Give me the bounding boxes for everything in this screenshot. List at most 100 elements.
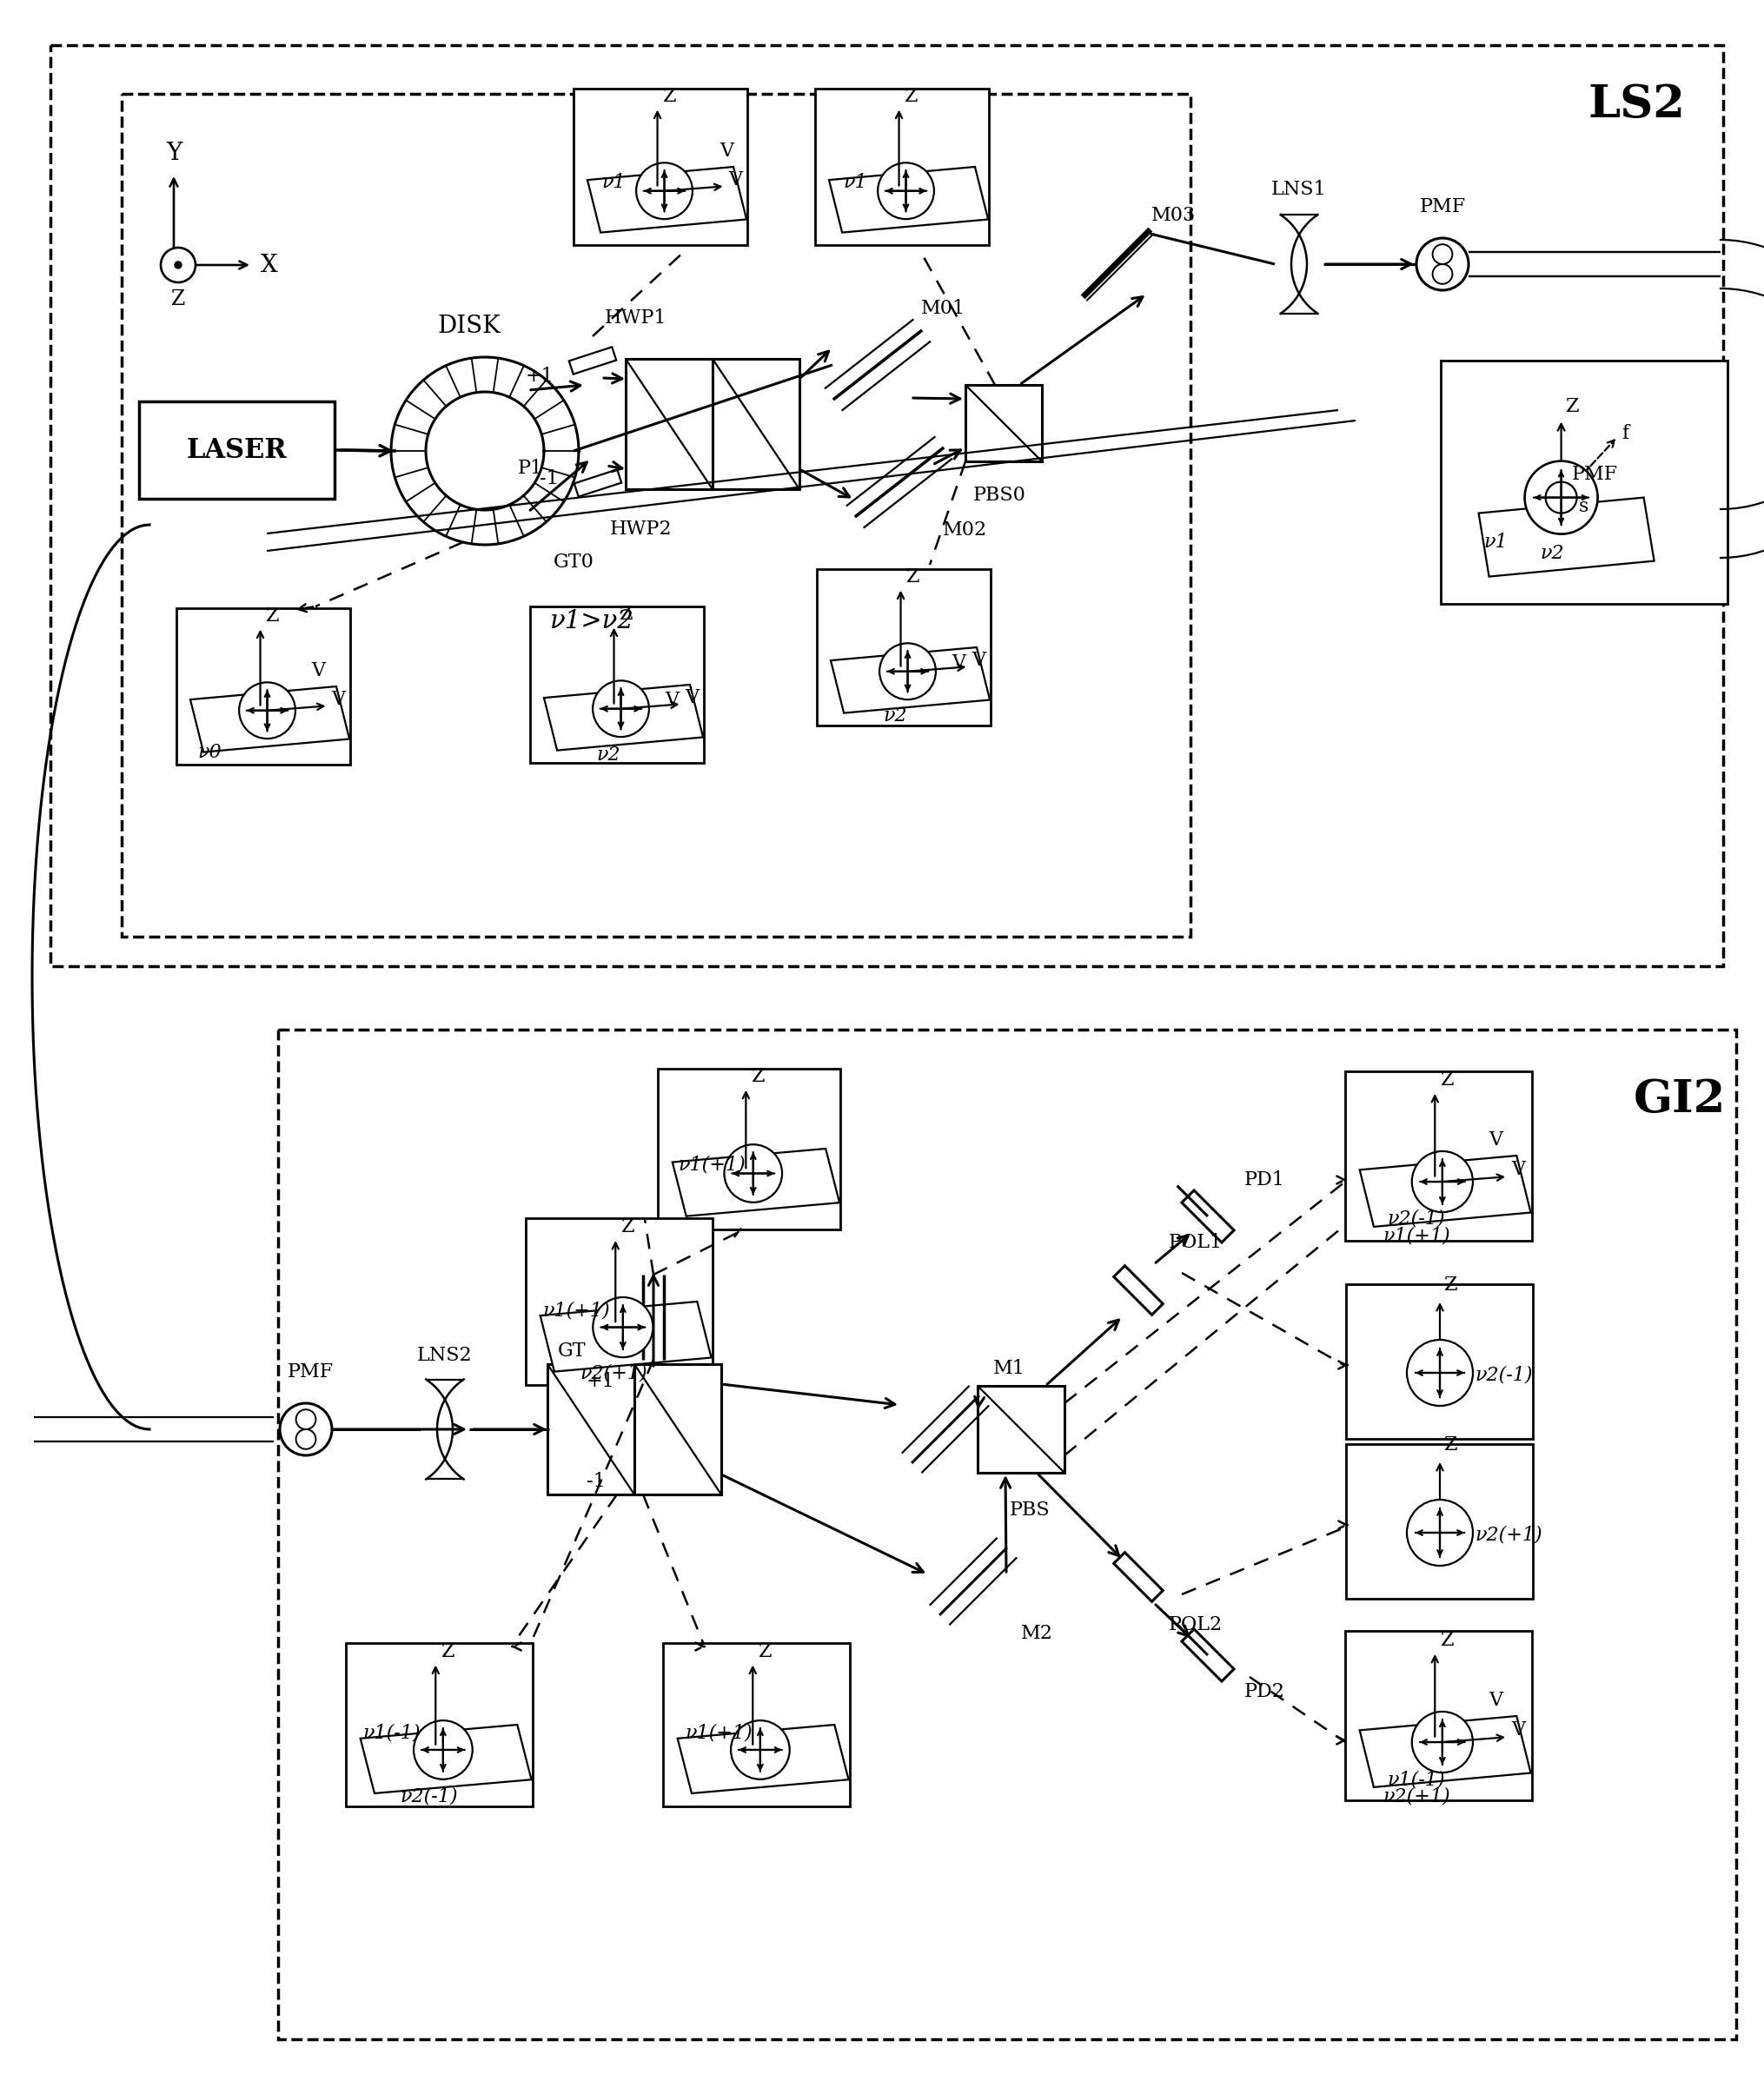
Circle shape (877, 162, 933, 220)
Circle shape (1524, 460, 1596, 533)
Polygon shape (677, 1726, 848, 1794)
Bar (573, 89, 746, 245)
Text: LS2: LS2 (1588, 83, 1685, 127)
Text: ν2(+1): ν2(+1) (1475, 1526, 1542, 1545)
Text: ν2: ν2 (882, 707, 907, 726)
Text: M03: M03 (1150, 205, 1196, 226)
Polygon shape (573, 469, 621, 496)
Text: V: V (310, 662, 325, 680)
Text: ν1>ν2: ν1>ν2 (550, 610, 633, 633)
Text: Z: Z (441, 1643, 455, 1661)
Text: Z: Z (1443, 1276, 1457, 1294)
Circle shape (238, 682, 295, 738)
Text: P1: P1 (517, 458, 543, 477)
Polygon shape (713, 359, 799, 489)
Text: M01: M01 (921, 299, 965, 317)
Text: GT0: GT0 (552, 552, 594, 572)
Polygon shape (568, 346, 616, 373)
Text: V: V (720, 141, 734, 162)
Bar (1344, 1070, 1531, 1240)
Polygon shape (1182, 1190, 1233, 1242)
Polygon shape (965, 386, 1041, 460)
Circle shape (878, 643, 935, 699)
Bar (51, 46, 1722, 966)
Text: Z: Z (1439, 1070, 1454, 1089)
Text: ν0: ν0 (198, 742, 220, 761)
Polygon shape (633, 1365, 721, 1495)
Text: M02: M02 (942, 521, 986, 539)
Text: V: V (665, 691, 679, 709)
Text: Z: Z (662, 87, 676, 106)
Text: Z: Z (1439, 1630, 1454, 1651)
Polygon shape (191, 686, 349, 753)
Text: ν2: ν2 (1540, 543, 1563, 562)
Bar (662, 1643, 848, 1806)
Text: s: s (1577, 496, 1588, 516)
Text: V: V (332, 691, 346, 709)
Text: ν2: ν2 (596, 745, 619, 765)
Bar (815, 89, 988, 245)
Bar (346, 1643, 533, 1806)
Text: DISK: DISK (437, 315, 501, 338)
Circle shape (1406, 1340, 1473, 1406)
Text: PMF: PMF (1570, 465, 1618, 483)
Text: ν1: ν1 (1484, 533, 1506, 552)
Polygon shape (1478, 498, 1653, 577)
Text: -1: -1 (540, 469, 559, 487)
Circle shape (1432, 245, 1452, 263)
Text: V: V (972, 651, 986, 670)
Polygon shape (1113, 1553, 1162, 1601)
Circle shape (1406, 1500, 1473, 1566)
Text: Z: Z (1565, 396, 1579, 417)
Polygon shape (1113, 1265, 1162, 1315)
Text: Z: Z (171, 290, 185, 309)
Circle shape (296, 1429, 316, 1450)
Polygon shape (829, 166, 988, 232)
Text: HWP2: HWP2 (610, 521, 672, 539)
Text: Z: Z (905, 566, 919, 587)
Text: Z: Z (265, 606, 279, 626)
Bar (658, 1068, 840, 1230)
Polygon shape (540, 1302, 711, 1371)
Circle shape (593, 1296, 653, 1356)
Text: ν1(+1): ν1(+1) (542, 1300, 609, 1319)
Circle shape (723, 1145, 781, 1203)
Polygon shape (1182, 1628, 1233, 1682)
Bar (817, 568, 990, 726)
Bar (1344, 1632, 1531, 1800)
Text: V: V (1510, 1159, 1524, 1180)
Text: LNS2: LNS2 (416, 1346, 473, 1365)
Text: ν1: ν1 (843, 172, 866, 193)
Text: Y: Y (166, 141, 182, 166)
Text: V: V (684, 689, 699, 707)
Text: ν2(+1): ν2(+1) (1381, 1788, 1450, 1806)
Text: ν1: ν1 (602, 172, 624, 193)
Text: f: f (1621, 423, 1628, 442)
Text: PBS: PBS (1009, 1502, 1050, 1520)
Text: ν2(+1): ν2(+1) (579, 1365, 647, 1383)
Text: ν2(-1): ν2(-1) (1475, 1367, 1531, 1385)
Text: ν1(+1): ν1(+1) (684, 1723, 751, 1742)
Text: V: V (951, 653, 965, 672)
Polygon shape (672, 1149, 840, 1215)
Text: X: X (261, 253, 277, 276)
Text: Z: Z (903, 87, 917, 106)
Text: ν1(+1): ν1(+1) (677, 1155, 744, 1174)
Text: PBS0: PBS0 (972, 485, 1025, 504)
Text: V: V (1487, 1130, 1501, 1149)
Text: Z: Z (751, 1066, 764, 1087)
Text: HWP1: HWP1 (605, 309, 667, 328)
Bar (1346, 1444, 1533, 1599)
Bar (1346, 1284, 1533, 1439)
Text: Z: Z (759, 1643, 771, 1661)
Text: -1: -1 (586, 1473, 605, 1491)
Circle shape (1432, 263, 1452, 284)
Bar (529, 606, 704, 763)
Text: +1: +1 (526, 367, 554, 386)
Circle shape (175, 261, 182, 268)
Polygon shape (977, 1385, 1064, 1473)
Text: POL2: POL2 (1168, 1616, 1222, 1634)
Bar (1439, 361, 1727, 604)
Circle shape (1411, 1151, 1473, 1211)
Text: V: V (729, 170, 743, 189)
